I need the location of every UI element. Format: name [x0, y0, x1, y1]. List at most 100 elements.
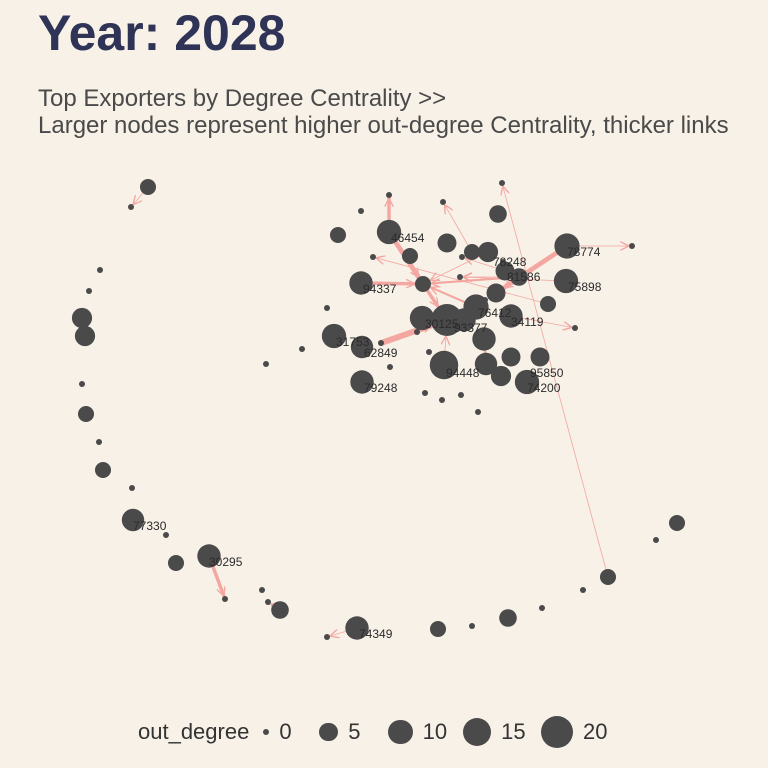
node: [414, 275, 432, 293]
node: [376, 219, 402, 245]
node: [477, 241, 499, 263]
node: [86, 288, 92, 294]
node: [271, 601, 289, 619]
node: [345, 616, 369, 640]
node: [324, 305, 330, 311]
node-label: 74349: [359, 627, 393, 641]
node: [437, 233, 457, 253]
node: [370, 254, 376, 260]
node: [599, 568, 617, 586]
node: [554, 233, 580, 259]
node-label: 76412: [478, 306, 512, 320]
node: [469, 623, 475, 629]
node: [129, 485, 135, 491]
node-label: 93377: [454, 321, 488, 335]
node-label: 30125: [425, 317, 459, 331]
node: [668, 514, 686, 532]
legend-item: 15: [462, 717, 531, 747]
node: [499, 304, 523, 328]
node: [463, 243, 481, 261]
node: [440, 199, 446, 205]
legend-title: out_degree: [138, 719, 250, 744]
node: [459, 254, 465, 260]
node: [439, 397, 445, 403]
node: [121, 508, 145, 532]
node-label: 79248: [364, 381, 398, 395]
node: [222, 596, 228, 602]
node: [514, 369, 540, 395]
edge: [503, 187, 609, 578]
node: [458, 392, 464, 398]
node: [321, 323, 347, 349]
node: [299, 346, 305, 352]
node-label: 30295: [209, 555, 243, 569]
node: [79, 381, 85, 387]
legend-item: 20: [541, 716, 613, 748]
node: [426, 349, 432, 355]
node: [350, 335, 374, 359]
edge: [377, 258, 549, 305]
node: [265, 599, 271, 605]
chart-title: Year: 2028: [38, 5, 286, 61]
legend-label-15: 15: [501, 718, 526, 744]
node: [94, 461, 112, 479]
node: [572, 325, 578, 331]
node-label: 74200: [527, 381, 561, 395]
node: [324, 634, 330, 640]
node: [97, 267, 103, 273]
node: [329, 226, 347, 244]
node: [259, 587, 265, 593]
legend-dot-10: [388, 719, 413, 745]
node: [429, 620, 447, 638]
node: [378, 340, 384, 346]
node: [474, 352, 498, 376]
node-label: 78248: [493, 255, 527, 269]
node: [139, 178, 157, 196]
node: [358, 208, 364, 214]
legend-item: 5: [319, 719, 378, 745]
node: [489, 205, 507, 223]
node: [163, 532, 169, 538]
node: [387, 364, 393, 370]
legend-label-20: 20: [583, 719, 608, 744]
legend-item: 0: [263, 719, 309, 745]
legend-dot-5: [319, 722, 339, 742]
legend-dot-0: [263, 729, 270, 735]
node: [414, 329, 420, 335]
node-label: 34119: [511, 315, 544, 329]
node-label: 78774: [567, 245, 601, 259]
node: [350, 370, 374, 394]
node: [510, 268, 528, 286]
node: [401, 247, 419, 265]
node: [629, 243, 635, 249]
legend-label-5: 5: [348, 719, 361, 744]
node: [263, 361, 269, 367]
node: [349, 271, 373, 295]
node: [539, 295, 557, 313]
nodes-layer: [71, 178, 686, 640]
node-label: 81586: [507, 270, 541, 284]
node-label: 31753: [336, 335, 370, 349]
node: [422, 390, 428, 396]
edge: [445, 205, 473, 253]
node: [429, 350, 459, 380]
node: [472, 327, 496, 351]
node: [530, 347, 550, 367]
node: [499, 180, 505, 186]
legend-item: 10: [388, 719, 452, 745]
node: [197, 544, 221, 568]
node: [457, 274, 463, 280]
node-label: 95850: [530, 366, 564, 380]
node-label: 46454: [391, 231, 425, 245]
legend-label-0: 0: [279, 719, 292, 744]
node-label: 62849: [364, 346, 398, 360]
node-label: 77330: [133, 519, 167, 533]
chart-subtitle-line-1: Top Exporters by Degree Centrality >>: [38, 85, 447, 112]
edges-layer: [134, 187, 628, 636]
node: [128, 204, 134, 210]
node: [539, 605, 545, 611]
node: [501, 347, 521, 367]
node: [580, 587, 586, 593]
